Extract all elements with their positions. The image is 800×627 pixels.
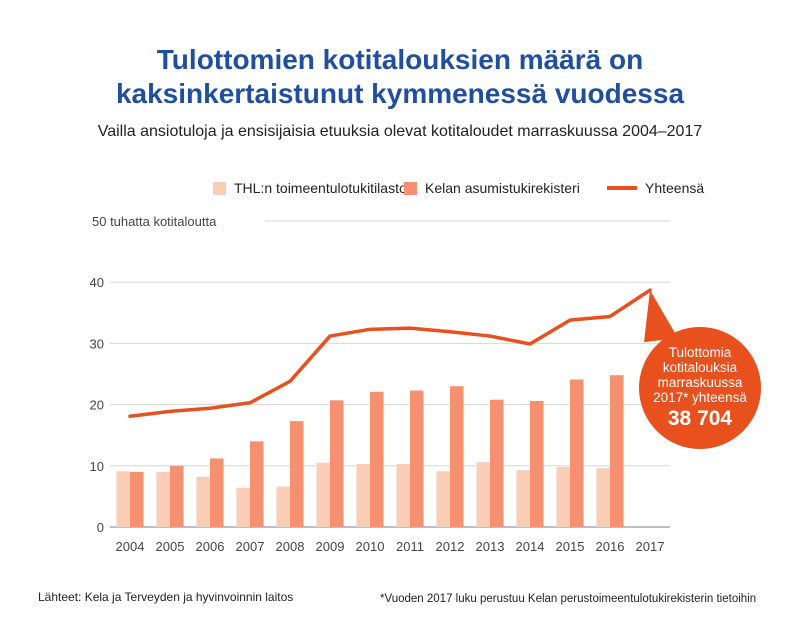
line-point	[648, 288, 652, 292]
x-tick-label: 2012	[436, 539, 465, 554]
bar	[570, 379, 584, 527]
bar	[276, 486, 290, 527]
series-line-total	[128, 288, 652, 418]
bar	[410, 390, 424, 527]
y-tick-label: 20	[90, 398, 104, 413]
total-2017-callout: Tulottomia kotitalouksia marraskuussa 20…	[639, 327, 761, 449]
bar	[450, 386, 464, 527]
bar	[290, 421, 304, 527]
legend-label-kela: Kelan asumistukirekisteri	[425, 180, 580, 196]
line-point	[408, 326, 412, 330]
callout-line-3: marraskuussa	[657, 375, 743, 390]
bar	[490, 399, 504, 527]
bar	[250, 441, 264, 527]
line-point	[368, 327, 372, 331]
x-tick-label: 2010	[356, 539, 385, 554]
bar	[530, 400, 544, 527]
bar	[236, 487, 250, 527]
legend-label-total: Yhteensä	[645, 180, 705, 196]
legend-swatch-total	[607, 186, 637, 190]
x-tick-label: 2004	[116, 539, 145, 554]
chart-title-line-1: Tulottomien kotitalouksien määrä on	[156, 44, 644, 75]
callout-line-4: 2017* yhteensä	[653, 390, 747, 405]
legend-swatch-kela	[404, 181, 417, 195]
footnote-2017: *Vuoden 2017 luku perustuu Kelan perusto…	[380, 593, 757, 605]
bar	[370, 391, 384, 527]
bar	[516, 470, 530, 527]
callout-value: 38 704	[667, 407, 733, 430]
bar	[356, 463, 370, 527]
x-tick-label: 2015	[556, 539, 585, 554]
line-point	[448, 330, 452, 334]
line-point	[248, 401, 252, 405]
legend-item-total: Yhteensä	[607, 179, 704, 197]
line-point	[168, 409, 172, 413]
line-point	[488, 334, 492, 338]
chart-subtitle: Vailla ansiotuloja ja ensisijaisia etuuk…	[97, 123, 703, 140]
x-tick-label: 2005	[156, 539, 185, 554]
x-tick-label: 2017	[636, 539, 665, 554]
bar	[396, 463, 410, 527]
bar	[130, 471, 144, 527]
x-tick-label: 2016	[596, 539, 625, 554]
legend-item-thl: THL:n toimeentulotukitilasto	[213, 179, 407, 197]
bar	[210, 458, 224, 527]
callout-line-1: Tulottomia	[668, 345, 732, 360]
line-point	[568, 318, 572, 322]
x-tick-label: 2011	[396, 539, 424, 554]
legend-label-thl: THL:n toimeentulotukitilasto	[234, 180, 407, 196]
sources-note: Lähteet: Kela ja Terveyden ja hyvinvoinn…	[38, 590, 294, 604]
x-tick-label: 2014	[516, 539, 545, 554]
line-point	[128, 414, 132, 418]
bar	[116, 471, 130, 527]
bar	[610, 375, 624, 527]
bar	[170, 465, 184, 527]
bar	[156, 471, 170, 527]
legend-item-kela: Kelan asumistukirekisteri	[404, 179, 580, 197]
legend-swatch-thl	[213, 181, 226, 195]
callout-pointer	[644, 290, 678, 343]
x-tick-label: 2007	[236, 539, 265, 554]
callout-line-2: kotitalouksia	[662, 360, 738, 375]
x-tick-label: 2008	[276, 539, 305, 554]
bar	[196, 476, 210, 527]
bar	[330, 400, 344, 527]
x-tick-label: 2006	[196, 539, 225, 554]
x-tick-label: 2009	[316, 539, 345, 554]
line-point	[528, 342, 532, 346]
line-point	[608, 314, 612, 318]
x-tick-label: 2013	[476, 539, 505, 554]
chart-title-line-2: kaksinkertaistunut kymmenessä vuodessa	[115, 78, 685, 109]
bar	[436, 471, 450, 527]
y-tick-label: 0	[97, 520, 104, 535]
line-point	[328, 334, 332, 338]
bar	[316, 462, 330, 527]
bar	[596, 468, 610, 527]
y-axis-label: 50 tuhatta kotitaloutta	[92, 214, 217, 229]
line-point	[208, 406, 212, 410]
y-tick-label: 30	[90, 336, 104, 351]
y-tick-label: 40	[90, 275, 104, 290]
bar	[476, 462, 490, 527]
line-point	[288, 379, 292, 383]
y-tick-label: 10	[90, 459, 104, 474]
bar	[556, 467, 570, 527]
